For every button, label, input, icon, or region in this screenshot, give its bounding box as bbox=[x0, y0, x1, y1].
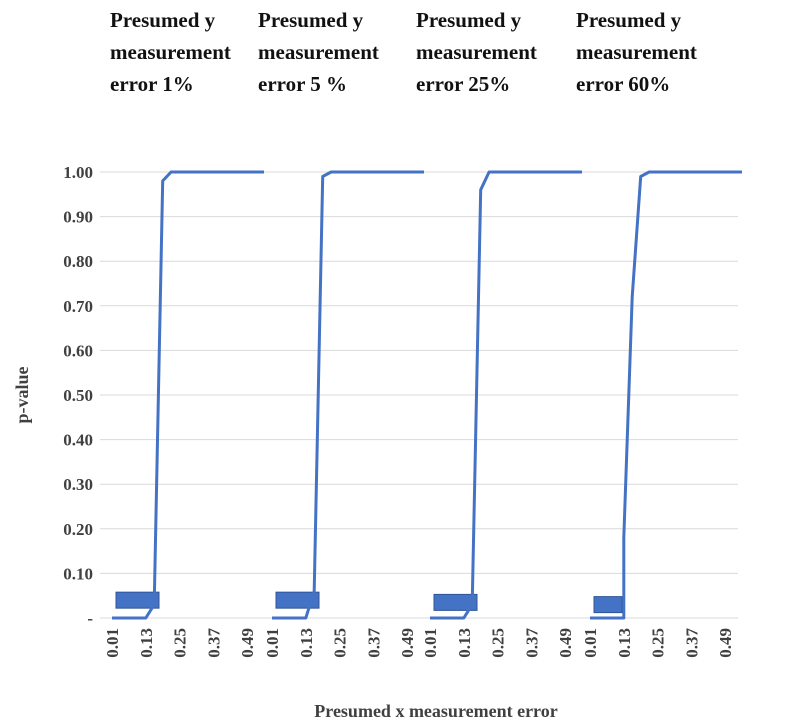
x-tick-label: 0.49 bbox=[238, 628, 257, 658]
y-tick-label: 0.90 bbox=[63, 208, 93, 227]
x-tick-label: 0.13 bbox=[137, 628, 156, 658]
panel-title-line: Presumed y bbox=[416, 8, 522, 32]
x-tick-label: 0.37 bbox=[682, 628, 701, 658]
x-tick-label: 0.01 bbox=[103, 628, 122, 658]
panel-titles: Presumed y measurement error 1% Presumed y m… bbox=[110, 8, 697, 96]
panel-title-line: Presumed y bbox=[258, 8, 364, 32]
panel-title-line: error 25% bbox=[416, 72, 510, 96]
y-axis-title: p-value bbox=[12, 366, 32, 423]
legend-marker bbox=[275, 591, 320, 609]
x-tick-label: 0.01 bbox=[421, 628, 440, 658]
series-line bbox=[112, 170, 264, 620]
x-tick-label: 0.37 bbox=[522, 628, 541, 658]
series-line bbox=[430, 170, 582, 620]
series-line bbox=[272, 170, 424, 620]
panel-title-line: measurement bbox=[258, 40, 379, 64]
x-axis-ticks: 0.01 0.13 0.25 0.37 0.49 0.01 0.13 0.25 0.37 0.49… bbox=[103, 628, 735, 658]
panel-title-line: error 1% bbox=[110, 72, 194, 96]
x-tick-label: 0.13 bbox=[455, 628, 474, 658]
panel-title-line: Presumed y bbox=[110, 8, 216, 32]
series-line bbox=[590, 170, 742, 620]
x-tick-label: 0.25 bbox=[331, 628, 350, 658]
x-tick-label: 0.37 bbox=[364, 628, 383, 658]
x-tick-label: 0.13 bbox=[615, 628, 634, 658]
y-tick-label: 0.50 bbox=[63, 386, 93, 405]
x-tick-label: 0.25 bbox=[489, 628, 508, 658]
gridlines bbox=[100, 171, 738, 619]
x-tick-label: 0.49 bbox=[716, 628, 735, 658]
panel-title-line: measurement bbox=[110, 40, 231, 64]
y-tick-label: 0.30 bbox=[63, 475, 93, 494]
y-tick-label: 0.40 bbox=[63, 431, 93, 450]
markers bbox=[115, 591, 623, 614]
panel-title-line: Presumed y bbox=[576, 8, 682, 32]
x-tick-label: 0.49 bbox=[398, 628, 417, 658]
y-tick-label: 0.60 bbox=[63, 341, 93, 360]
x-tick-label: 0.13 bbox=[297, 628, 316, 658]
panel-title-line: measurement bbox=[576, 40, 697, 64]
x-tick-label: 0.25 bbox=[171, 628, 190, 658]
x-tick-label: 0.25 bbox=[649, 628, 668, 658]
y-axis-ticks: - 0.10 0.20 0.30 0.40 0.50 0.60 0.70 0.80 0.90 1.0… bbox=[63, 163, 93, 628]
panel-title-line: error 60% bbox=[576, 72, 670, 96]
panel-title-line: measurement bbox=[416, 40, 537, 64]
y-tick-label: - bbox=[87, 609, 93, 628]
x-tick-label: 0.37 bbox=[204, 628, 223, 658]
y-tick-label: 0.10 bbox=[63, 564, 93, 583]
x-tick-label: 0.01 bbox=[263, 628, 282, 658]
series-lines bbox=[112, 170, 742, 620]
x-tick-label: 0.01 bbox=[581, 628, 600, 658]
panel-title-line: error 5 % bbox=[258, 72, 347, 96]
legend-marker bbox=[593, 596, 623, 614]
x-tick-label: 0.49 bbox=[556, 628, 575, 658]
x-axis-title: Presumed x measurement error bbox=[314, 701, 557, 721]
legend-marker bbox=[433, 593, 478, 611]
y-tick-label: 0.80 bbox=[63, 252, 93, 271]
y-tick-label: 0.70 bbox=[63, 297, 93, 316]
y-tick-label: 0.20 bbox=[63, 520, 93, 539]
legend-marker bbox=[115, 591, 160, 609]
y-tick-label: 1.00 bbox=[63, 163, 93, 182]
